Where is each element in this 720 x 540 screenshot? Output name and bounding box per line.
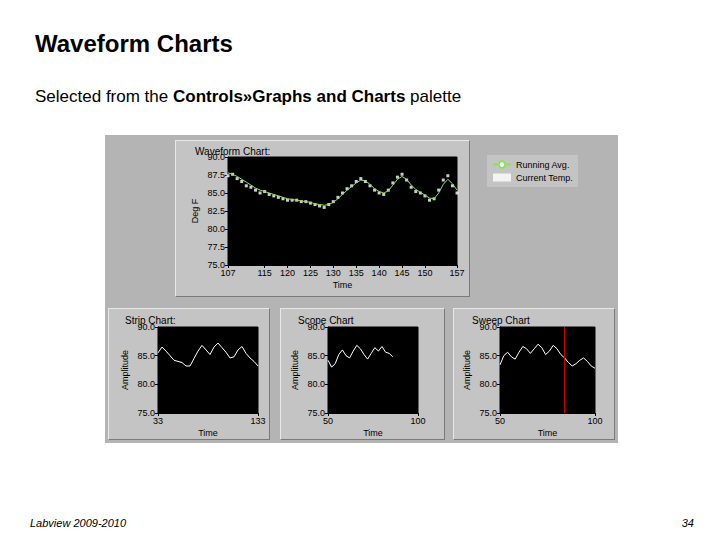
svg-text:150: 150 [417,268,432,278]
svg-text:80.0: 80.0 [479,379,497,389]
svg-text:Current Temp.: Current Temp. [516,173,573,183]
svg-text:75.0: 75.0 [207,260,225,270]
svg-text:140: 140 [372,268,387,278]
svg-text:115: 115 [257,268,271,278]
svg-text:Amplitude: Amplitude [120,350,130,390]
svg-text:87.5: 87.5 [207,170,225,180]
svg-text:77.5: 77.5 [207,242,225,252]
svg-text:90.0: 90.0 [137,322,155,332]
svg-text:125: 125 [303,268,318,278]
svg-text:80.0: 80.0 [137,379,155,389]
svg-text:Time: Time [198,428,218,438]
svg-text:85.0: 85.0 [207,188,225,198]
svg-text:82.5: 82.5 [207,206,225,216]
svg-text:100: 100 [587,416,602,426]
html-text:Labview 2009-2010: Labview 2009-2010 [30,517,126,529]
svg-text:85.0: 85.0 [137,351,155,361]
html-text:Selected from the Controls»Gra: Selected from the Controls»Graphs and Ch… [35,87,462,106]
svg-text:Waveform Chart:: Waveform Chart: [195,146,270,157]
html-text:Waveform Charts: Waveform Charts [35,30,233,57]
svg-text:85.0: 85.0 [307,351,325,361]
svg-text:80.0: 80.0 [207,224,225,234]
svg-text:90.0: 90.0 [207,152,225,162]
svg-text:133: 133 [250,416,265,426]
svg-text:75.0: 75.0 [479,408,497,418]
svg-text:90.0: 90.0 [479,322,497,332]
svg-text:50: 50 [495,416,505,426]
svg-text:107: 107 [220,268,235,278]
svg-text:Scope Chart: Scope Chart [298,315,354,326]
svg-text:Time: Time [333,280,353,290]
svg-text:80.0: 80.0 [307,379,325,389]
svg-text:157: 157 [449,268,464,278]
svg-text:120: 120 [280,268,295,278]
svg-text:85.0: 85.0 [479,351,497,361]
svg-text:Strip Chart:: Strip Chart: [125,315,176,326]
svg-text:Time: Time [538,428,558,438]
svg-text:90.0: 90.0 [307,322,325,332]
svg-text:100: 100 [410,416,425,426]
svg-text:135: 135 [349,268,364,278]
svg-text:75.0: 75.0 [307,408,325,418]
svg-text:33: 33 [153,416,163,426]
svg-text:Deg F: Deg F [190,198,200,223]
svg-text:75.0: 75.0 [137,408,155,418]
svg-text:145: 145 [395,268,410,278]
svg-text:Amplitude: Amplitude [290,350,300,390]
html-text:34: 34 [681,517,694,529]
svg-text:130: 130 [326,268,341,278]
svg-text:Time: Time [363,428,383,438]
svg-text:Running Avg.: Running Avg. [516,160,569,170]
svg-text:Amplitude: Amplitude [462,350,472,390]
svg-text:Sweep Chart: Sweep Chart [472,315,530,326]
svg-text:50: 50 [323,416,333,426]
